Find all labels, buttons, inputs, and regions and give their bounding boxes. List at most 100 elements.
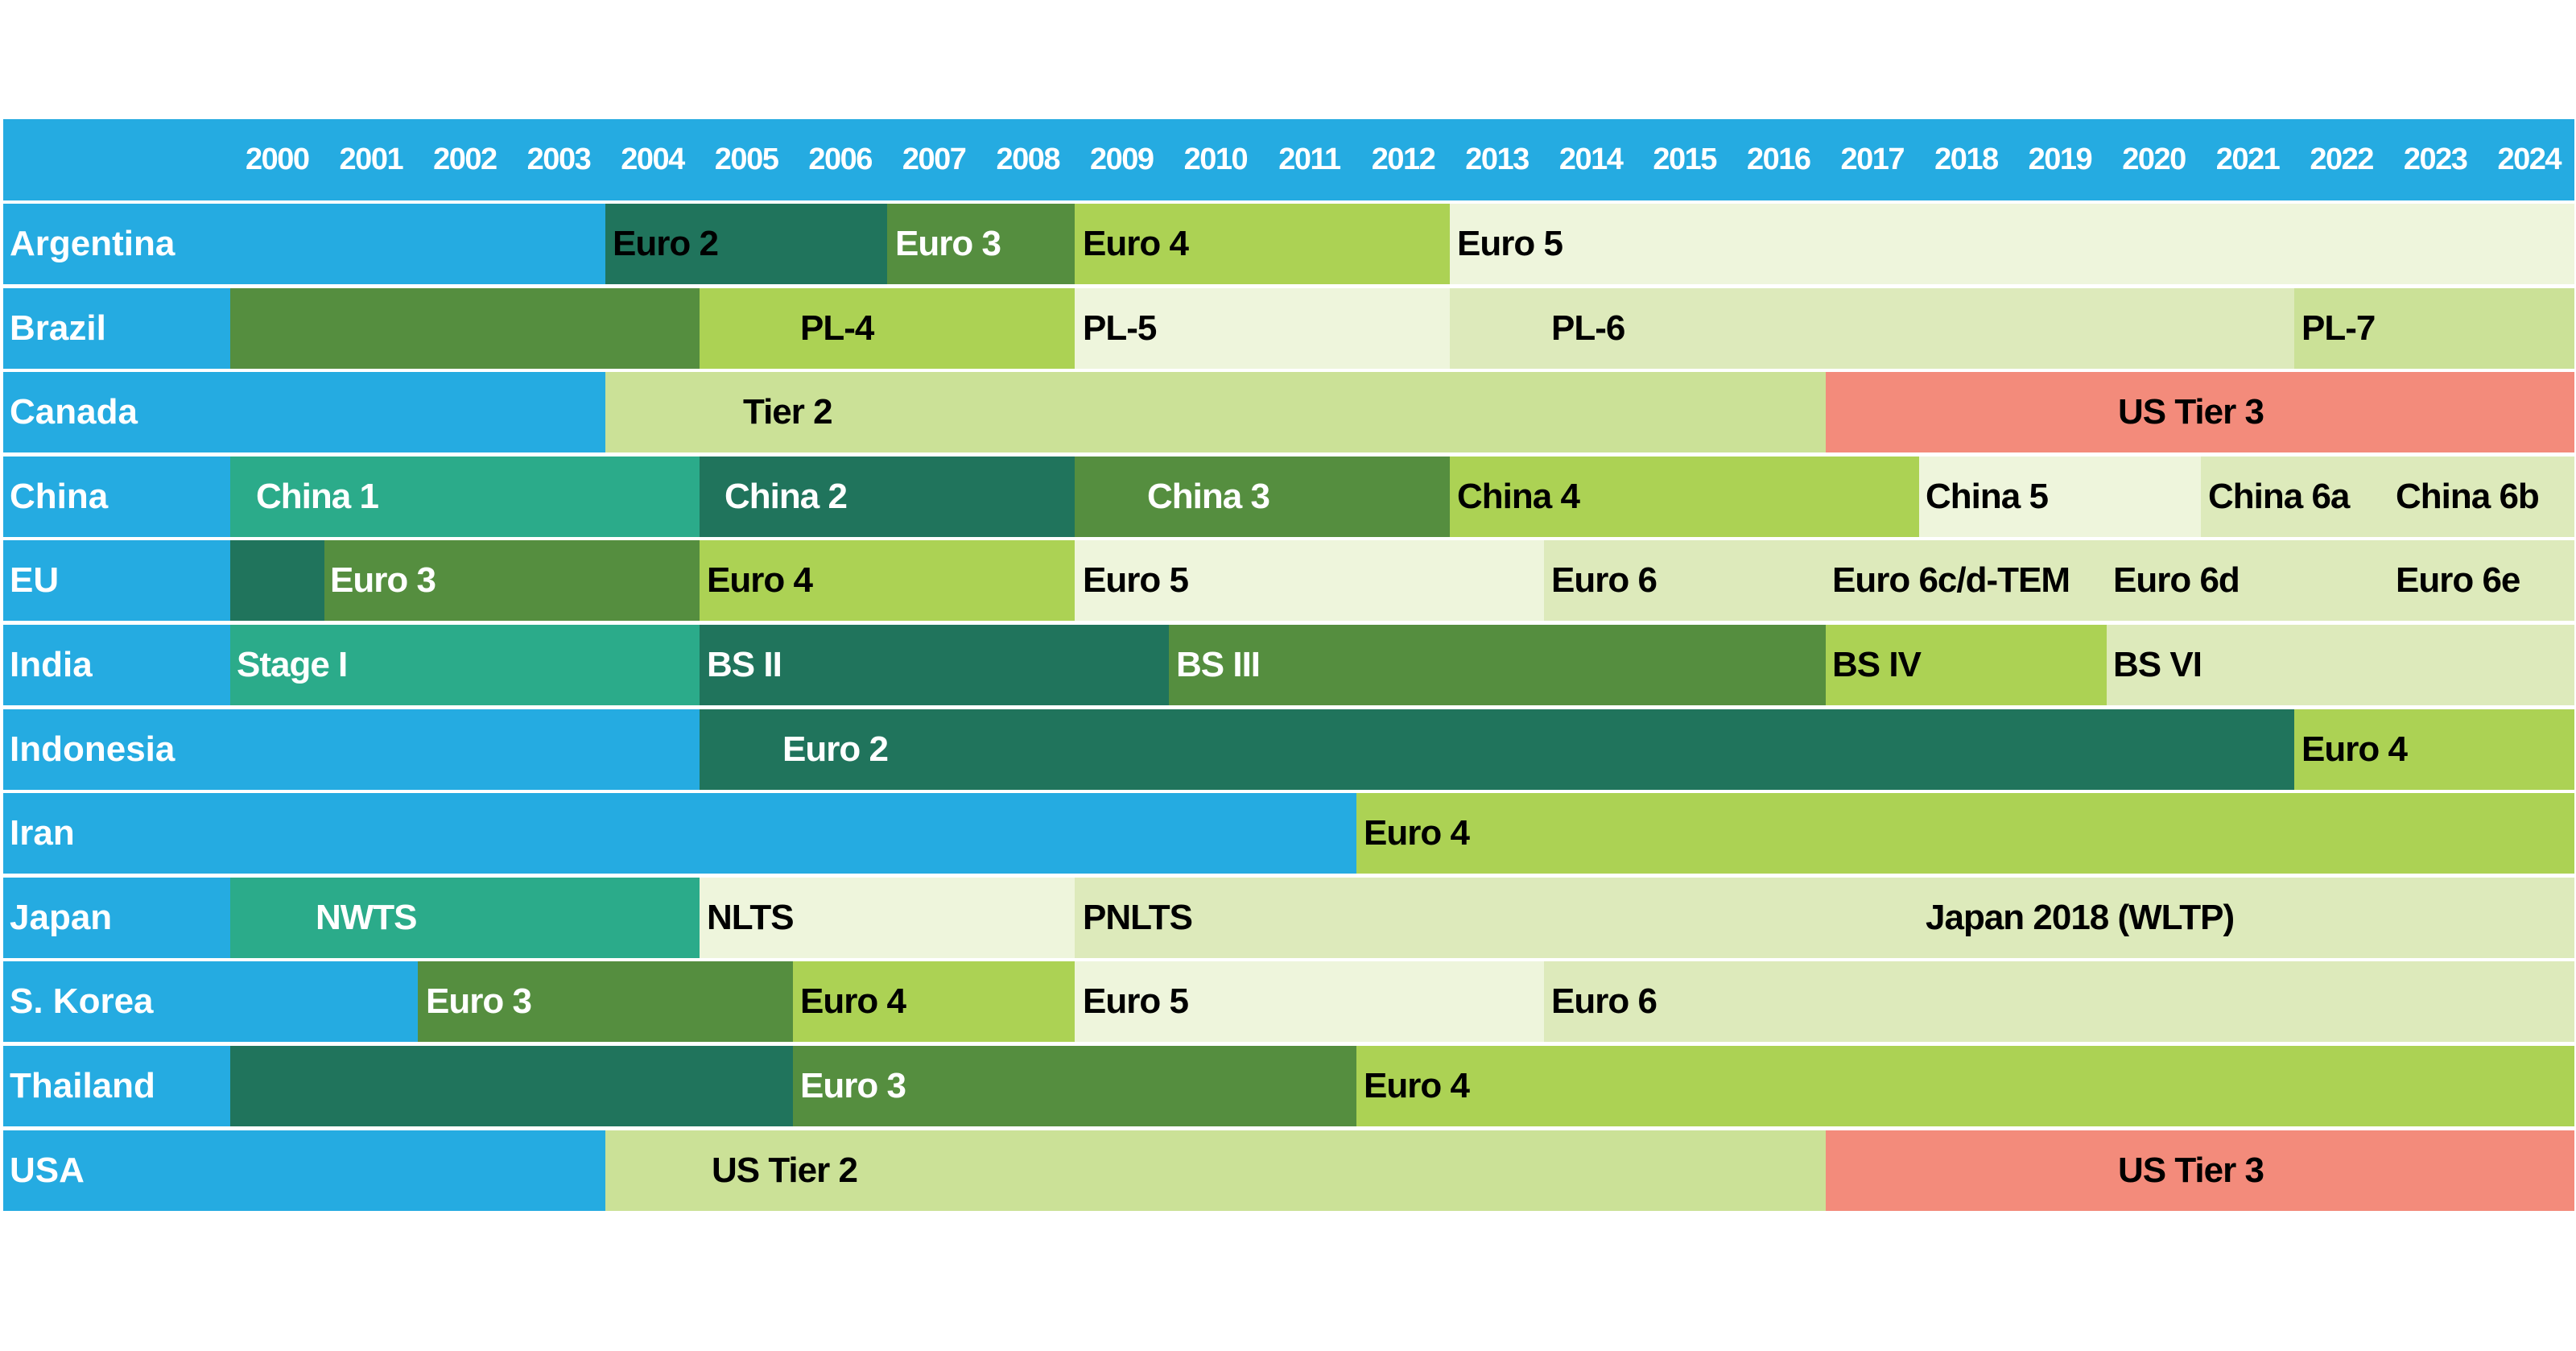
country-label: Iran xyxy=(3,793,230,874)
standard-label: Euro 5 xyxy=(1083,560,1189,600)
standard-label: Euro 4 xyxy=(800,981,906,1021)
country-row: Euro 3 Euro 4 Euro 5 Euro 6 S. Korea xyxy=(3,961,2574,1042)
standard-label: Stage I xyxy=(237,645,348,684)
standard-label: Euro 5 xyxy=(1457,224,1563,263)
standard-label: NLTS xyxy=(707,898,795,937)
year-header: 2000 2001 2002 2003 2004 2005 2006 2007 2008 2009… xyxy=(3,119,2574,200)
standard-label: BS VI xyxy=(2113,645,2202,684)
year-label: 2005 xyxy=(714,143,779,176)
standard-label: China 1 xyxy=(256,477,379,516)
year-label: 2003 xyxy=(526,143,592,176)
standard-segment xyxy=(605,372,1826,452)
country-label: Brazil xyxy=(3,288,230,369)
standard-label: US Tier 2 xyxy=(712,1151,858,1190)
standard-segment xyxy=(230,878,700,958)
standard-segment xyxy=(1075,961,1544,1042)
standard-label: Euro 6d xyxy=(2113,560,2240,600)
standard-segment xyxy=(1356,793,2574,874)
standard-segment xyxy=(699,457,1075,537)
standard-segment xyxy=(1075,878,2574,958)
standard-segment xyxy=(1543,540,2574,621)
standard-label: Euro 2 xyxy=(613,224,719,263)
standard-segment xyxy=(418,961,794,1042)
year-label: 2002 xyxy=(433,143,497,176)
country-row: Euro 2 Euro 3 Euro 4 Euro 5 Argentina xyxy=(3,204,2574,284)
standard-label: China 2 xyxy=(724,477,848,516)
country-row: US Tier 2 US Tier 3 USA xyxy=(3,1130,2574,1211)
standard-segment xyxy=(793,1046,1356,1126)
standard-segment xyxy=(1919,457,2201,537)
standard-segment xyxy=(1075,204,1451,284)
standard-label: Euro 3 xyxy=(800,1066,906,1105)
year-label: 2012 xyxy=(1371,143,1436,176)
standard-segment xyxy=(1450,204,2574,284)
standard-label: Japan 2018 (WLTP) xyxy=(1926,898,2235,937)
country-label: EU xyxy=(3,540,230,621)
standard-label: Euro 3 xyxy=(426,981,532,1021)
year-label: 2016 xyxy=(1746,143,1811,176)
standard-label: PL-4 xyxy=(800,308,874,348)
standard-segment xyxy=(699,625,1169,705)
standard-segment xyxy=(1450,457,1920,537)
country-row: NWTS NLTS PNLTS Japan 2018 (WLTP) Japan xyxy=(3,878,2574,958)
standard-segment xyxy=(1825,1130,2574,1211)
standard-segment xyxy=(1075,457,1451,537)
country-row: Euro 3 Euro 4 Thailand xyxy=(3,1046,2574,1126)
standard-label: China 4 xyxy=(1457,477,1580,516)
country-label: Thailand xyxy=(3,1046,230,1126)
standard-label: Euro 3 xyxy=(895,224,1001,263)
standard-segment xyxy=(699,709,2295,790)
year-label: 2010 xyxy=(1183,143,1249,176)
year-label: 2018 xyxy=(1934,143,1999,176)
standard-label: China 6a xyxy=(2208,477,2350,516)
standard-label: Euro 6 xyxy=(1551,981,1657,1021)
country-label: Canada xyxy=(3,372,230,452)
standard-segment xyxy=(793,961,1075,1042)
standard-segment xyxy=(1450,288,2295,369)
standard-segment xyxy=(1075,288,1451,369)
country-label: Indonesia xyxy=(3,709,230,790)
year-label: 2004 xyxy=(621,143,685,176)
standard-label: Euro 4 xyxy=(1364,813,1470,853)
standard-segment xyxy=(605,204,887,284)
standard-segment xyxy=(230,1046,794,1126)
standard-segment xyxy=(886,204,1075,284)
country-row: Euro 3 Euro 4 Euro 5 Euro 6 Euro 6c/d-TEM Eur… xyxy=(3,540,2574,621)
standard-label: Euro 5 xyxy=(1083,981,1189,1021)
standard-label: China 6b xyxy=(2396,477,2540,516)
year-label: 2020 xyxy=(2122,143,2186,176)
standard-segment xyxy=(699,288,1075,369)
year-label: 2017 xyxy=(1840,143,1905,176)
year-label: 2021 xyxy=(2215,143,2281,176)
standard-label: Euro 3 xyxy=(330,560,436,600)
country-row: Stage I BS II BS III BS IV BS VI India xyxy=(3,625,2574,705)
standard-segment xyxy=(2200,457,2574,537)
standard-label: PL-7 xyxy=(2301,308,2376,348)
standard-segment xyxy=(1356,1046,2574,1126)
standard-label: Euro 6 xyxy=(1551,560,1657,600)
year-label: 2024 xyxy=(2497,143,2562,176)
year-label: 2011 xyxy=(1278,143,1341,176)
year-label: 2014 xyxy=(1558,143,1624,176)
standard-segment xyxy=(230,625,700,705)
country-row: China 1 China 2 China 3 China 4 China 5 China… xyxy=(3,457,2574,537)
standard-label: BS II xyxy=(707,645,782,684)
standard-label: BS III xyxy=(1176,645,1261,684)
standard-label: NWTS xyxy=(316,898,418,937)
country-label: India xyxy=(3,625,230,705)
year-label: 2007 xyxy=(902,143,967,176)
year-label: 2015 xyxy=(1653,143,1717,176)
country-label: Argentina xyxy=(3,204,230,284)
year-label: 2001 xyxy=(339,143,404,176)
standard-segment xyxy=(1825,625,2107,705)
standard-label: Euro 4 xyxy=(2301,729,2408,769)
standard-segment xyxy=(2294,288,2574,369)
standard-label: China 3 xyxy=(1147,477,1270,516)
standard-segment xyxy=(1543,961,2574,1042)
country-row: Euro 4 Iran xyxy=(3,793,2574,874)
standard-segment xyxy=(1075,540,1544,621)
year-label: 2008 xyxy=(996,143,1060,176)
standard-label: US Tier 3 xyxy=(2118,1151,2264,1190)
year-label: 2022 xyxy=(2310,143,2374,176)
